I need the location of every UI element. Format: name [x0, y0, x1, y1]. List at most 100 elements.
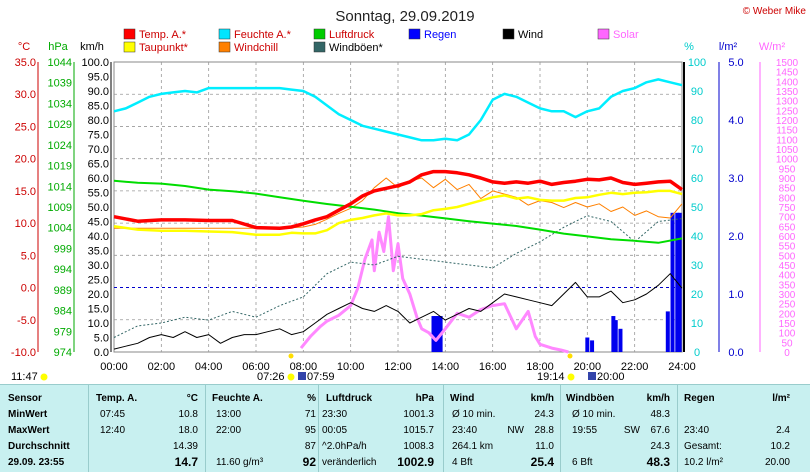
tick-label: 0	[784, 348, 790, 359]
table-cell: 264.1 km	[452, 441, 494, 452]
legend-swatch	[218, 28, 231, 40]
tick-label: 979	[54, 326, 72, 338]
chart-legend: Temp. A.* Feuchte A.* Luftdruck Regen Wind So…	[123, 28, 639, 54]
tick-label: 1009	[48, 202, 72, 214]
tick-label: 850	[779, 184, 796, 195]
series-feuchtea	[113, 78, 683, 142]
table-separator	[318, 385, 319, 472]
table-value: 2.4	[776, 425, 790, 436]
tick-label: 5.0	[728, 57, 743, 69]
rain-bar	[611, 316, 616, 352]
table-header: Feuchte A.	[212, 393, 263, 404]
rain-bar	[590, 340, 595, 352]
axis-unit-labels: °C hPa km/h% l/m² W/m²	[18, 41, 786, 53]
table-header: Sensor	[8, 393, 42, 404]
tick-label: 90	[691, 86, 703, 98]
table-cell: veränderlich	[322, 457, 377, 468]
tick-label: 0.0	[728, 347, 743, 359]
series-wind	[113, 273, 683, 350]
tick-label: 30.0	[88, 260, 109, 272]
sun-icon	[287, 373, 295, 381]
tick-label: 0.0	[21, 283, 36, 295]
table-value: 18.0	[178, 425, 198, 436]
table-cell: 23:40	[452, 425, 478, 436]
table-separator	[443, 385, 444, 472]
table-value: 10.8	[178, 409, 198, 420]
tick-label: 1000	[776, 155, 799, 166]
tick-label: 20.0	[88, 289, 109, 301]
tick-label: 1044	[48, 57, 72, 69]
chart-axes: 35.0 30.0 25.0 20.0 15.0 10.0 5.0 0.0 -5.0 -10.0 1…	[11, 57, 799, 373]
legend-label: Windchill	[234, 42, 278, 54]
unit-solar: W/m²	[759, 41, 786, 53]
weather-chart: Sonntag, 29.09.2019 © Weber Mike Temp. A…	[11, 6, 807, 383]
legend-label: Regen	[424, 29, 456, 41]
legend-label: Taupunkt*	[139, 42, 189, 54]
table-header: Wind	[450, 393, 475, 404]
legend-swatch	[408, 28, 421, 40]
x-tick-label: 08:00	[290, 361, 318, 373]
tick-label: 50	[691, 202, 703, 214]
rain-bar	[433, 316, 438, 352]
tick-label: 85.0	[88, 101, 109, 113]
tick-label: 75.0	[88, 130, 109, 142]
unit-pressure: hPa	[48, 41, 68, 53]
table-separator	[88, 385, 89, 472]
tick-label: 5.0	[21, 250, 36, 262]
table-value: 24.3	[650, 441, 670, 452]
legend-swatch	[218, 41, 231, 53]
tick-label: 25.0	[88, 275, 109, 287]
tick-label: 70	[691, 144, 703, 156]
x-tick-label: 20:00	[574, 361, 602, 373]
table-cell: 00:05	[322, 425, 348, 436]
tick-label: -5.0	[17, 315, 36, 327]
tick-label: 1200	[776, 116, 799, 127]
tick-label: 90.0	[88, 86, 109, 98]
rain-bar	[613, 320, 618, 352]
tick-label: 10.0	[15, 218, 36, 230]
tick-label: 1039	[48, 78, 72, 90]
time-label-left: 11:47	[11, 371, 38, 383]
sun-icon	[40, 373, 48, 381]
tick-label: 1004	[48, 223, 72, 235]
tick-label: 40	[691, 231, 703, 243]
legend-label: Feuchte A.*	[234, 29, 292, 41]
table-value: 1008.3	[403, 441, 434, 452]
tick-label: 65.0	[88, 159, 109, 171]
table-cell: Ø 10 min.	[572, 409, 616, 420]
tick-label: 200	[779, 309, 796, 320]
sunset-marker	[567, 353, 573, 359]
table-cell: ^2.0hPa/h	[322, 441, 367, 452]
legend-label: Windböen*	[329, 42, 384, 54]
table-row-label: MinWert	[8, 409, 48, 420]
legend-label: Solar	[613, 29, 639, 41]
chart-title: Sonntag, 29.09.2019	[335, 8, 474, 25]
tick-label: -10.0	[11, 347, 36, 359]
legend-swatch	[313, 41, 326, 53]
table-cell: 6 Bft	[572, 457, 593, 468]
series-taupunkt	[113, 189, 683, 236]
chart-plot-area	[113, 78, 684, 354]
table-value: 25.4	[530, 455, 554, 469]
table-header: km/h	[646, 393, 670, 404]
tick-label: 1050	[776, 145, 799, 156]
table-cell: 23:30	[322, 409, 348, 420]
rain-bar	[436, 316, 441, 352]
table-cell: Gesamt:	[684, 441, 722, 452]
x-tick-label: 14:00	[432, 361, 460, 373]
tick-label: 4.0	[728, 115, 743, 127]
x-tick-label: 12:00	[384, 361, 412, 373]
series-tempa	[113, 169, 684, 231]
tick-label: 25.0	[15, 121, 36, 133]
tick-label: 20	[691, 289, 703, 301]
tick-label: 1019	[48, 161, 72, 173]
legend-label: Wind	[518, 29, 543, 41]
table-value: 14.39	[172, 441, 198, 452]
table-row-label: MaxWert	[8, 425, 50, 436]
tick-label: 400	[779, 271, 796, 282]
tick-label: 10.0	[88, 318, 109, 330]
tick-label: 50.0	[88, 202, 109, 214]
dawn-icon	[298, 372, 306, 380]
tick-label: 2.0	[728, 231, 743, 243]
tick-label: 900	[779, 174, 796, 185]
